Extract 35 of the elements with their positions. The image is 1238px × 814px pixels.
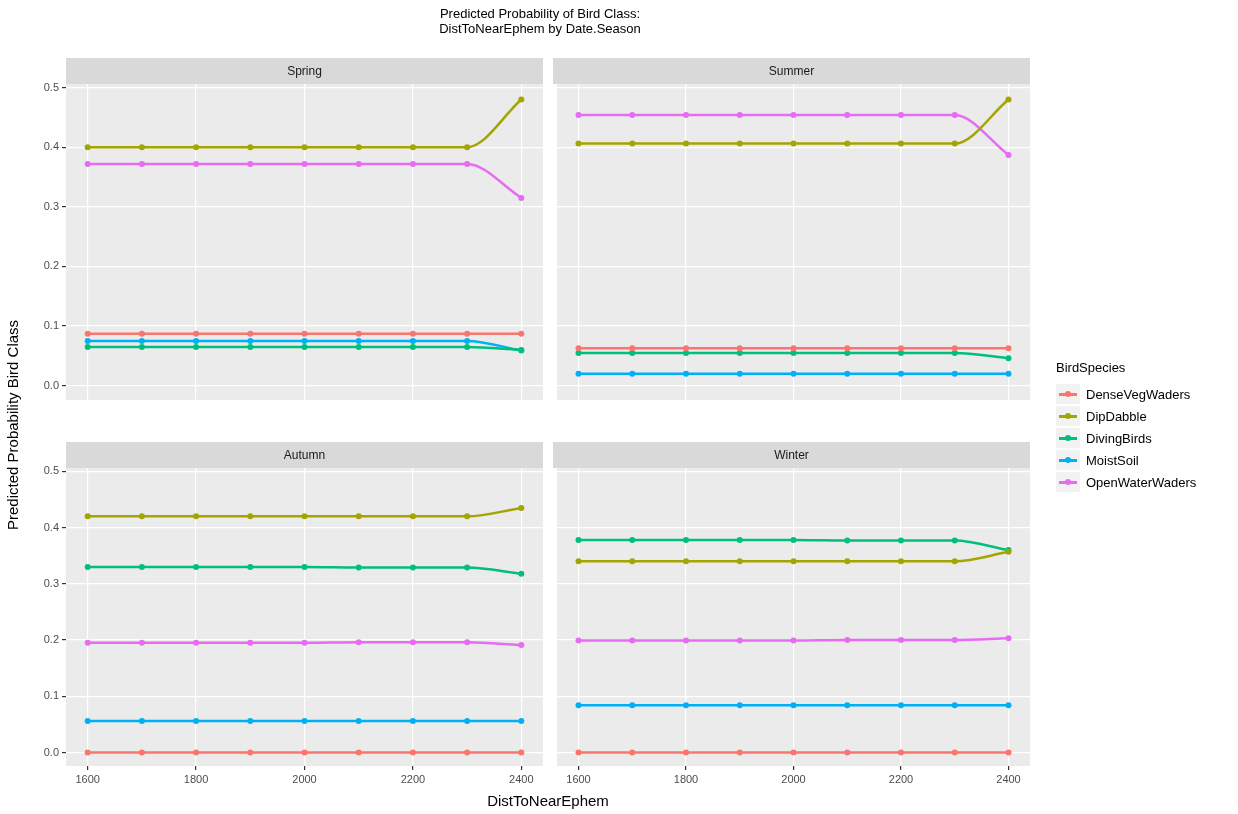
y-tick-label: 0.1: [43, 689, 59, 702]
chart-title: Winter: [553, 442, 1030, 468]
x-tick-label: 2000: [292, 772, 317, 785]
x-tick-label: 2000: [781, 772, 806, 785]
x-axis-title: DistToNearEphem: [486, 792, 610, 809]
chart-title: Summer: [553, 58, 1030, 84]
x-tick-label: 1800: [673, 772, 699, 785]
legend-title: BirdSpecies: [1056, 360, 1127, 375]
y-tick-label: 0.2: [43, 633, 59, 646]
x-tick-label: 1600: [75, 772, 100, 785]
y-tick-label: 0.0: [43, 378, 59, 391]
x-tick-label: 1800: [183, 772, 209, 785]
chart-title: Autumn: [66, 442, 543, 468]
legend-label: DipDabble: [1086, 408, 1147, 424]
y-tick-label: 0.0: [43, 745, 59, 758]
x-tick-label: 2200: [888, 772, 914, 785]
y-tick-label: 0.5: [43, 80, 59, 93]
y-tick-label: 0.3: [43, 576, 59, 589]
legend-label: OpenWaterWaders: [1086, 474, 1197, 490]
y-tick-label: 0.2: [43, 259, 59, 272]
x-tick-label: 1600: [566, 772, 591, 785]
y-tick-label: 0.4: [43, 140, 59, 153]
x-tick-label: 2400: [996, 772, 1021, 785]
legend-label: MoistSoil: [1086, 452, 1139, 468]
chart-title: Spring: [66, 58, 543, 84]
y-axis-title: Predicted Probability Bird Class: [4, 318, 22, 533]
legend-label: DenseVegWaders: [1086, 386, 1191, 402]
y-tick-label: 0.4: [43, 520, 59, 533]
y-tick-label: 0.1: [43, 319, 59, 332]
legend-label: DivingBirds: [1086, 430, 1152, 446]
y-tick-label: 0.3: [43, 199, 59, 212]
x-tick-label: 2200: [400, 772, 426, 785]
x-tick-label: 2400: [509, 772, 534, 785]
y-tick-label: 0.5: [43, 464, 59, 477]
text: Predicted Probability of Bird Class: DistToNearEphem by Date.Season: [438, 6, 642, 36]
